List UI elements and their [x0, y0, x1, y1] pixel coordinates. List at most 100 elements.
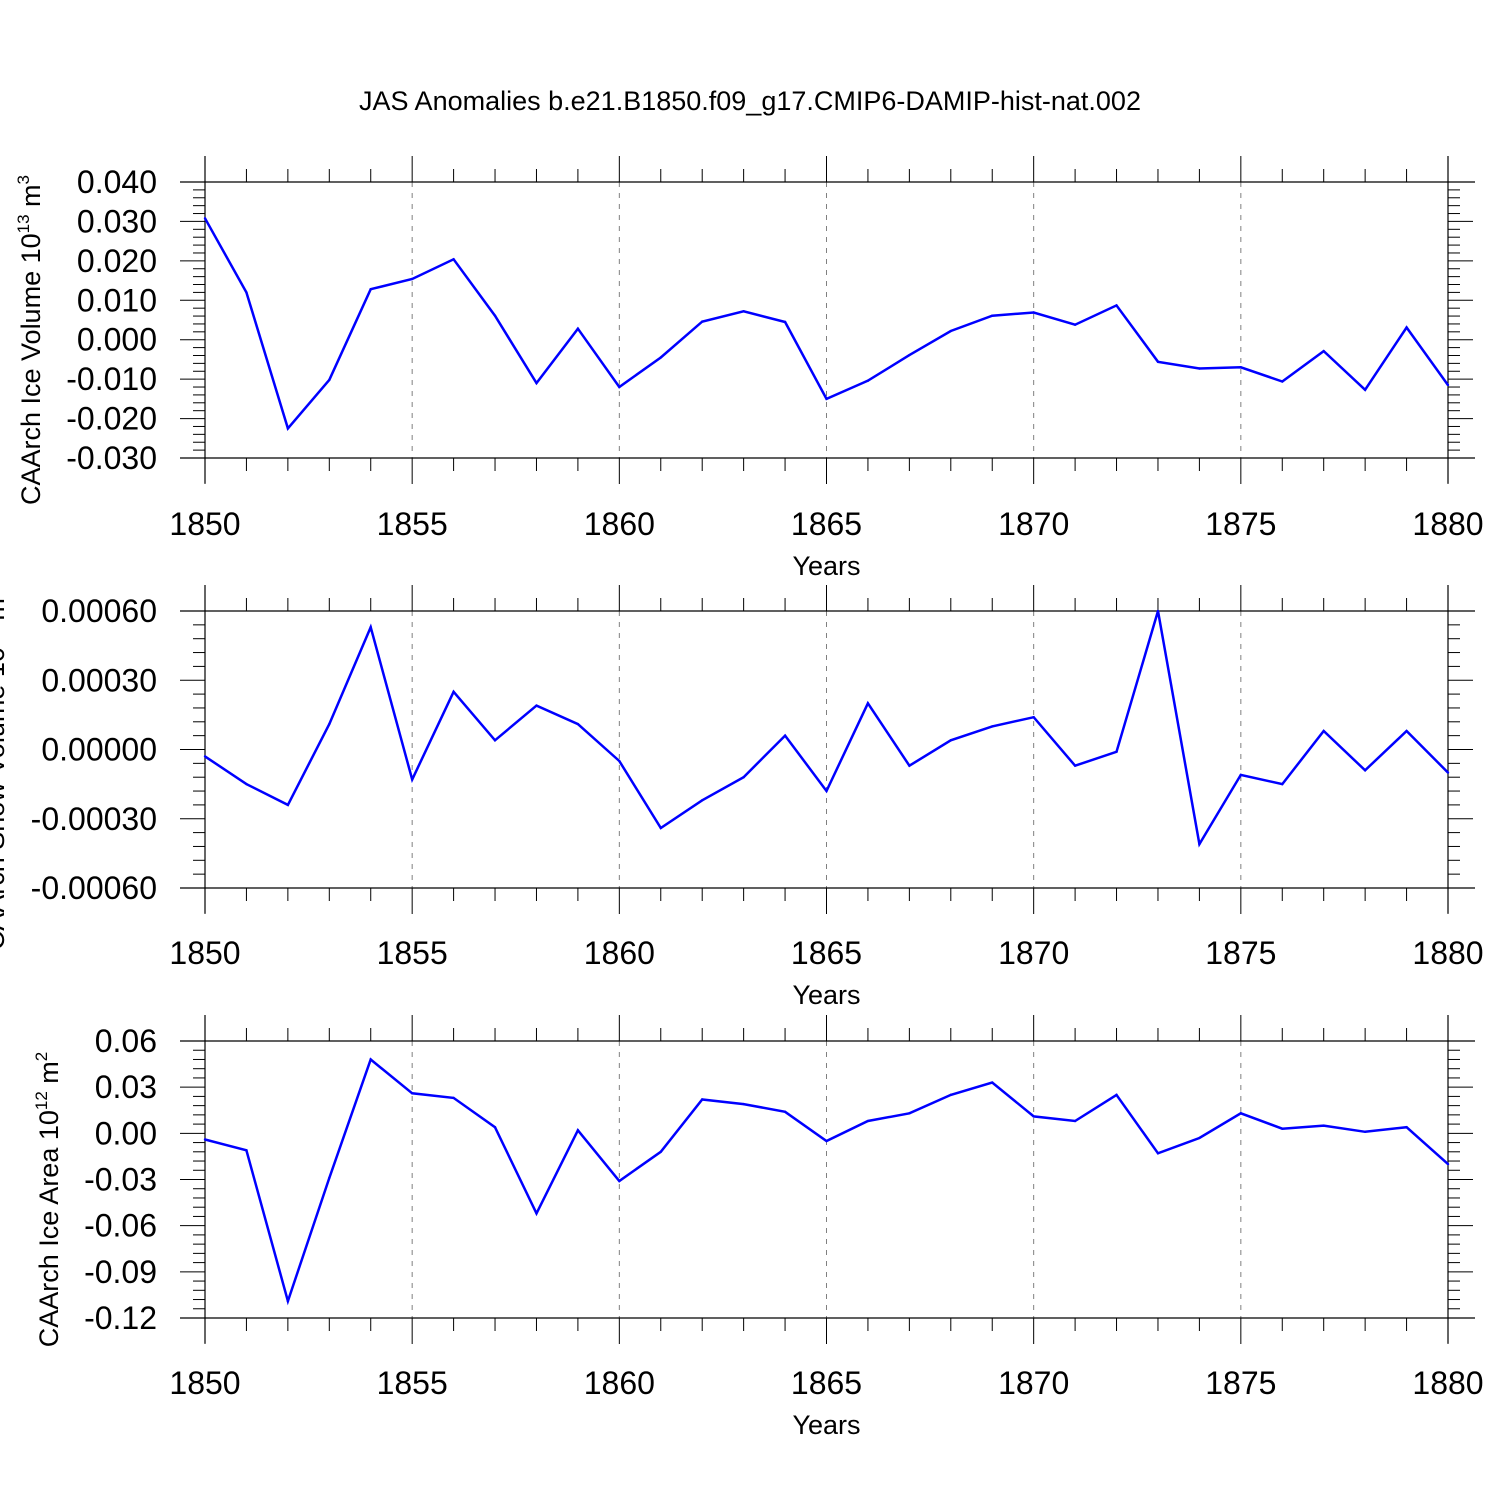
y-tick-label: -0.03 [84, 1162, 157, 1198]
y-tick-label: 0.010 [77, 282, 157, 318]
x-axis-label: Years [792, 551, 860, 581]
y-tick-label: 0.00030 [41, 662, 157, 698]
y-tick-label: 0.030 [77, 203, 157, 239]
data-point [203, 1138, 207, 1141]
data-point [659, 356, 662, 359]
y-tick-label: 0.040 [77, 164, 157, 200]
data-point [1281, 782, 1284, 786]
data-point [493, 314, 497, 317]
data-point [991, 725, 994, 728]
data-point [1281, 1127, 1284, 1130]
x-tick-label: 1880 [1412, 506, 1483, 542]
x-tick-label: 1875 [1205, 506, 1276, 542]
x-tick-label: 1880 [1412, 1365, 1483, 1401]
x-tick-label: 1875 [1205, 1365, 1276, 1401]
data-point [1115, 750, 1118, 754]
data-point [576, 1129, 580, 1132]
y-tick-label: -0.09 [84, 1254, 157, 1290]
data-point [991, 1081, 994, 1084]
x-tick-label: 1855 [377, 1365, 448, 1401]
data-point [1363, 388, 1367, 391]
y-axis-label: CAArch Snow Volume 1013 m3 [0, 589, 10, 951]
data-point [452, 690, 455, 693]
data-point [1032, 715, 1035, 719]
y-tick-label: 0.020 [77, 243, 157, 279]
data-point [452, 258, 455, 261]
data-point [742, 1102, 745, 1106]
x-axis-label: Years [792, 1410, 860, 1440]
data-point [328, 1176, 331, 1180]
data-point [369, 625, 372, 629]
data-point [369, 1058, 372, 1061]
data-point [1405, 729, 1408, 733]
data-point [1405, 326, 1408, 329]
y-tick-label: -0.00030 [31, 801, 157, 837]
x-tick-label: 1870 [998, 506, 1069, 542]
y-axis-label-ylabel-sup: 13 [14, 214, 33, 233]
data-point [701, 320, 704, 323]
data-point [410, 778, 414, 781]
x-tick-label: 1860 [584, 506, 655, 542]
x-tick-label: 1850 [169, 1365, 240, 1401]
data-point [1281, 380, 1284, 383]
data-point [245, 782, 248, 786]
data-point [659, 826, 662, 830]
data-point [1032, 311, 1035, 314]
y-axis-label-ylabel-unit: m [16, 184, 46, 214]
x-tick-label: 1865 [791, 935, 862, 971]
data-point [1405, 1125, 1408, 1129]
data-point [535, 1212, 538, 1215]
y-axis-label-ylabel-unit: m [0, 598, 10, 628]
data-point [866, 702, 870, 705]
data-point [618, 385, 621, 389]
data-point [1073, 764, 1077, 767]
data-point [866, 1119, 870, 1123]
data-point [203, 755, 207, 758]
data-point [1115, 304, 1118, 307]
y-tick-label: 0.00 [95, 1115, 157, 1151]
data-point [245, 291, 248, 294]
data-point [576, 327, 580, 330]
data-point [1239, 773, 1243, 777]
y-axis-label: CAArch Ice Area 1012 m2 [32, 1052, 64, 1348]
data-point [1446, 1162, 1450, 1166]
data-point [825, 789, 828, 793]
data-point [701, 799, 704, 802]
panel-snow-volume: 1850 1855 1860 1865 1870 1875 1880 0.00060 0.000… [0, 585, 1484, 1010]
data-point [576, 722, 580, 726]
x-tick-label: 1855 [377, 935, 448, 971]
data-point [1156, 360, 1160, 363]
data-point [1322, 729, 1325, 733]
data-point [618, 1179, 621, 1183]
y-axis-label-ylabel: CAArch Ice Area 10 [34, 1110, 64, 1347]
data-point [825, 397, 828, 401]
data-point [659, 1150, 662, 1154]
y-tick-label: -0.010 [66, 361, 157, 397]
data-point [1363, 1130, 1367, 1133]
x-tick-label: 1875 [1205, 935, 1276, 971]
y-axis-label-ylabel: CAArch Snow Volume 10 [0, 647, 10, 950]
y-tick-label: 0.03 [95, 1069, 157, 1105]
y-tick-label: -0.020 [66, 401, 157, 437]
data-point [783, 1110, 787, 1113]
data-point [328, 722, 331, 726]
y-tick-label: 0.06 [95, 1023, 157, 1059]
data-point [1115, 1093, 1118, 1097]
y-axis-label-ylabel-unit: m [34, 1061, 64, 1091]
panel-ice-area: 1850 1855 1860 1865 1870 1875 1880 0.06 0.03 0.00… [32, 1015, 1484, 1440]
data-point [1322, 349, 1325, 353]
data-point [866, 379, 870, 382]
data-point [535, 381, 538, 385]
data-point [1363, 769, 1367, 772]
data-point [1156, 609, 1160, 613]
data-point [286, 803, 290, 807]
x-axis-label: Years [792, 980, 860, 1010]
y-axis-label: CAArch Ice Volume 1013 m3 [14, 175, 46, 505]
data-point [1198, 367, 1201, 370]
x-tick-label: 1870 [998, 935, 1069, 971]
data-point [783, 320, 787, 324]
y-tick-label: -0.12 [84, 1300, 157, 1336]
data-point [1446, 771, 1450, 774]
data-point [410, 1092, 414, 1095]
